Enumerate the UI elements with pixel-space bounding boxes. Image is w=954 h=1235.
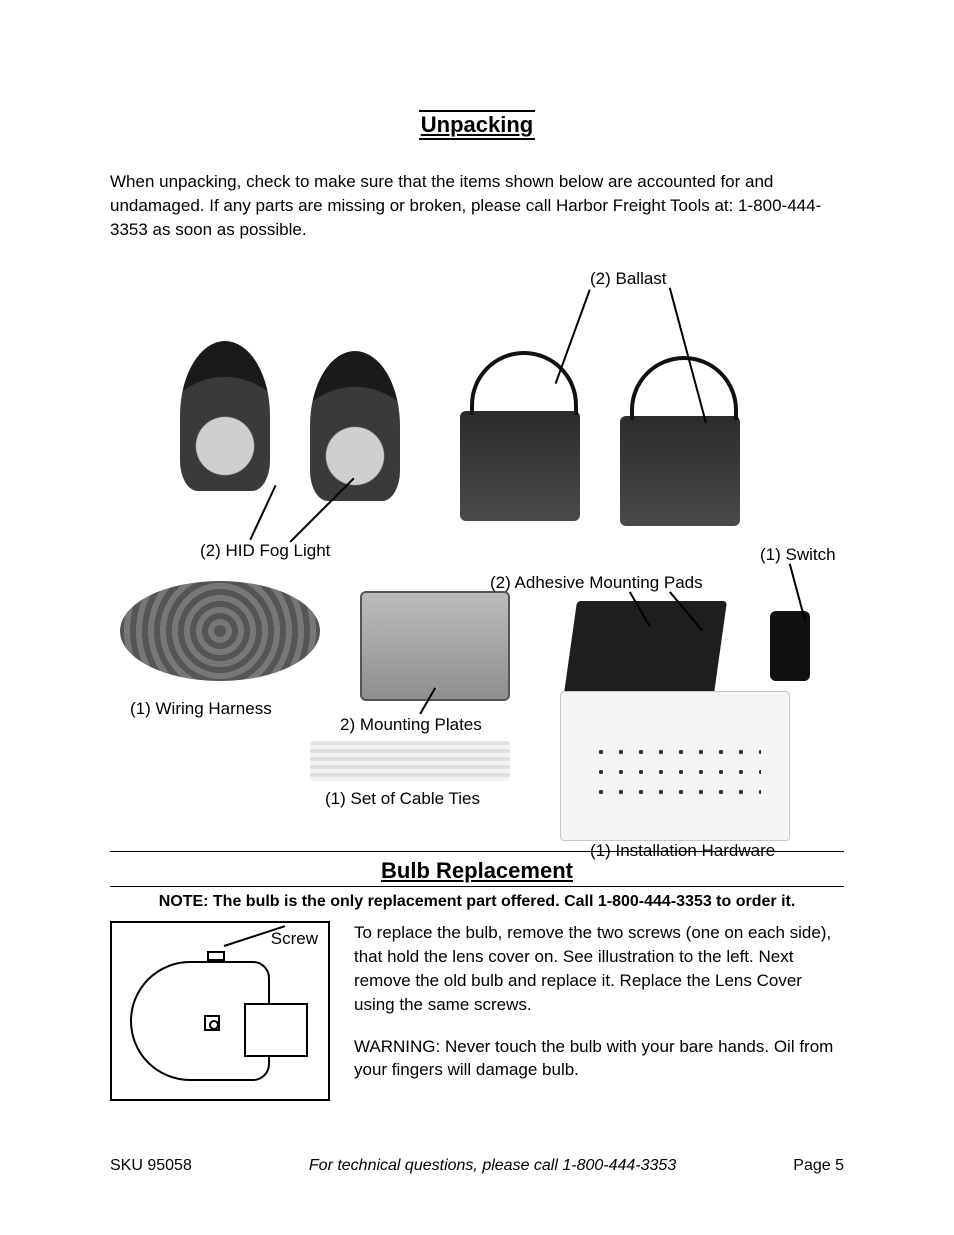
label-plates: 2) Mounting Plates <box>340 715 482 735</box>
page: Unpacking When unpacking, check to make … <box>0 0 954 1235</box>
unpacking-heading: Unpacking <box>419 110 535 140</box>
label-ballast: (2) Ballast <box>590 269 667 289</box>
label-hardware: (1) Installation Hardware <box>590 841 775 861</box>
bulb-heading: Bulb Replacement <box>110 858 844 884</box>
bulb-section: Screw To replace the bulb, remove the tw… <box>110 921 844 1101</box>
ties-photo <box>310 741 510 781</box>
bulb-para-1: To replace the bulb, remove the two scre… <box>354 921 844 1016</box>
screw-label: Screw <box>271 929 318 949</box>
hardware-photo <box>560 691 790 841</box>
foglight-photo-1 <box>180 341 270 491</box>
label-switch: (1) Switch <box>760 545 836 565</box>
label-foglight: (2) HID Fog Light <box>200 541 330 561</box>
plate-photo <box>360 591 510 701</box>
foglight-photo-2 <box>310 351 400 501</box>
divider-2 <box>110 886 844 887</box>
screw-side-icon <box>204 1015 220 1031</box>
intro-paragraph: When unpacking, check to make sure that … <box>110 170 844 241</box>
label-harness: (1) Wiring Harness <box>130 699 272 719</box>
harness-photo <box>120 581 320 681</box>
bulb-diagram: Screw <box>110 921 330 1101</box>
screw-icon <box>207 951 225 961</box>
ballast-photo-1 <box>460 411 580 521</box>
leader-fog-1 <box>249 485 276 540</box>
note-text: NOTE: The bulb is the only replacement p… <box>110 893 844 911</box>
ballast-photo-2 <box>620 416 740 526</box>
footer-phone: For technical questions, please call 1-8… <box>309 1157 676 1175</box>
label-pads: (2) Adhesive Mounting Pads <box>490 573 703 593</box>
bulb-para-2: WARNING: Never touch the bulb with your … <box>354 1035 844 1083</box>
label-ties: (1) Set of Cable Ties <box>325 789 480 809</box>
footer-page: Page 5 <box>793 1157 844 1175</box>
parts-diagram: (2) Ballast (2) HID Fog Light (1) Switch… <box>110 261 844 841</box>
bulb-outline <box>130 961 270 1081</box>
bulb-instructions: To replace the bulb, remove the two scre… <box>354 921 844 1100</box>
section-title-wrap: Unpacking <box>110 110 844 140</box>
leader-ballast-1 <box>555 290 591 384</box>
page-footer: SKU 95058 For technical questions, pleas… <box>110 1157 844 1175</box>
footer-sku: SKU 95058 <box>110 1157 192 1175</box>
